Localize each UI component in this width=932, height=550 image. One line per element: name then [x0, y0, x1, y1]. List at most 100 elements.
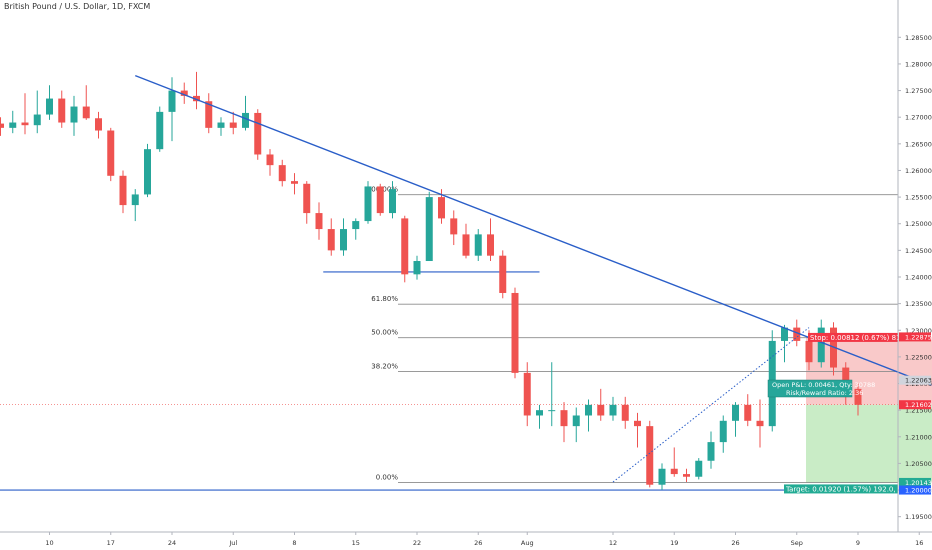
candle-body	[670, 468, 678, 475]
candle-body	[9, 122, 17, 128]
x-tick-label: 9	[856, 539, 860, 547]
candle-body	[523, 372, 531, 416]
y-tick-label: 1.21000	[905, 433, 932, 441]
candle-body	[119, 175, 127, 206]
y-tick-label: 1.28500	[905, 34, 932, 42]
candle-body	[401, 218, 409, 275]
candle-body	[327, 229, 335, 251]
candle-body	[217, 122, 225, 128]
fib-level-label: 61.80%	[371, 295, 398, 303]
x-tick-label: 24	[168, 539, 176, 547]
y-tick-label: 1.25000	[905, 220, 932, 228]
pnl-label: Open P&L: 0.00461, Qty: 30788	[772, 381, 875, 389]
candle-body	[425, 197, 433, 262]
y-tick-label: 1.21500	[905, 407, 932, 415]
y-tick-label: 1.27000	[905, 114, 932, 122]
price-tag-label: 1.21602	[905, 401, 932, 409]
candle-body	[144, 149, 151, 195]
candle-body	[46, 98, 53, 115]
y-tick-label: 1.23000	[905, 327, 932, 335]
y-tick-label: 1.26500	[905, 140, 932, 148]
candle-body	[21, 122, 29, 126]
candle-body	[82, 106, 90, 119]
candle-body	[450, 218, 458, 235]
candle-body	[719, 420, 727, 443]
candle-body	[315, 213, 323, 230]
candle-body	[499, 255, 507, 293]
candle-body	[278, 165, 286, 182]
candle-body	[156, 111, 164, 150]
x-tick-label: 15	[352, 539, 360, 547]
candle-body	[131, 194, 139, 206]
x-tick-label: 22	[413, 539, 421, 547]
y-tick-label: 1.22500	[905, 353, 932, 361]
candle-body	[585, 404, 592, 416]
fib-level-label: 50.00%	[371, 329, 398, 337]
price-tag-box	[899, 477, 931, 487]
candle-body	[854, 388, 862, 405]
trade-path-line	[612, 327, 810, 483]
candle-body	[805, 340, 813, 363]
candle-body	[364, 186, 372, 222]
price-tag-box	[899, 375, 931, 385]
chart-title: British Pound / U.S. Dollar, 1D, FXCM	[4, 2, 151, 11]
candle-body	[254, 112, 262, 155]
candle-body	[609, 404, 617, 416]
candle-body	[646, 426, 654, 485]
candle-body	[474, 234, 482, 256]
candle-body	[732, 404, 739, 421]
candle-body	[376, 186, 384, 214]
fib-level-label: 38.20%	[371, 363, 398, 371]
candle-body	[572, 415, 580, 427]
y-tick-label: 1.24500	[905, 247, 932, 255]
candle-body	[242, 112, 249, 128]
candle-body	[180, 90, 188, 96]
rr-label: Risk/Reward Ratio: 2.36	[786, 389, 863, 397]
candle-body	[168, 90, 176, 112]
candle-body	[389, 189, 396, 214]
stop-label: Stop: 0.00812 (0.67%) 81.2, Amount: 75	[810, 334, 932, 342]
candle-body	[536, 410, 543, 416]
y-tick-label: 1.20500	[905, 460, 932, 468]
candle-body	[291, 181, 298, 184]
candle-body	[793, 327, 801, 341]
x-tick-label: 19	[670, 539, 678, 547]
candle-body	[817, 327, 825, 363]
price-tag-box	[899, 400, 931, 410]
candle-body	[707, 442, 715, 461]
pnl-box	[767, 379, 853, 398]
stop-label-box	[808, 332, 898, 342]
candle-body	[842, 367, 850, 389]
candle-body	[597, 404, 605, 416]
candle-body	[58, 98, 66, 123]
candle-body	[413, 261, 421, 275]
candle-body	[70, 106, 78, 123]
candle-body	[340, 229, 347, 251]
candle-body	[266, 154, 274, 166]
x-tick-label: Jul	[228, 539, 237, 547]
candle-body	[0, 123, 4, 128]
x-tick-label: 17	[107, 539, 115, 547]
candle-body	[462, 234, 470, 256]
price-tag-label: 1.20143	[905, 479, 932, 487]
y-tick-label: 1.25500	[905, 194, 932, 202]
x-tick-label: 8	[292, 539, 296, 547]
x-tick-label: 16	[915, 539, 923, 547]
y-tick-label: 1.26000	[905, 167, 932, 175]
candle-body	[107, 130, 115, 176]
x-tick-label: 10	[45, 539, 53, 547]
candle-body	[621, 404, 629, 421]
price-tag-box	[899, 332, 931, 342]
y-tick-label: 1.28000	[905, 60, 932, 68]
target-label: Target: 0.01920 (1.57%) 192.0, Amount: 1…	[785, 485, 932, 493]
candle-body	[205, 101, 213, 128]
price-tag-label: 1.22063	[905, 377, 932, 385]
candle-body	[487, 234, 494, 256]
x-tick-label: Sep	[791, 539, 803, 547]
x-tick-label: Aug	[521, 539, 534, 547]
y-tick-label: 1.23500	[905, 300, 932, 308]
candle-body	[634, 420, 641, 427]
target-zone	[806, 404, 932, 483]
x-tick-label: 26	[474, 539, 482, 547]
